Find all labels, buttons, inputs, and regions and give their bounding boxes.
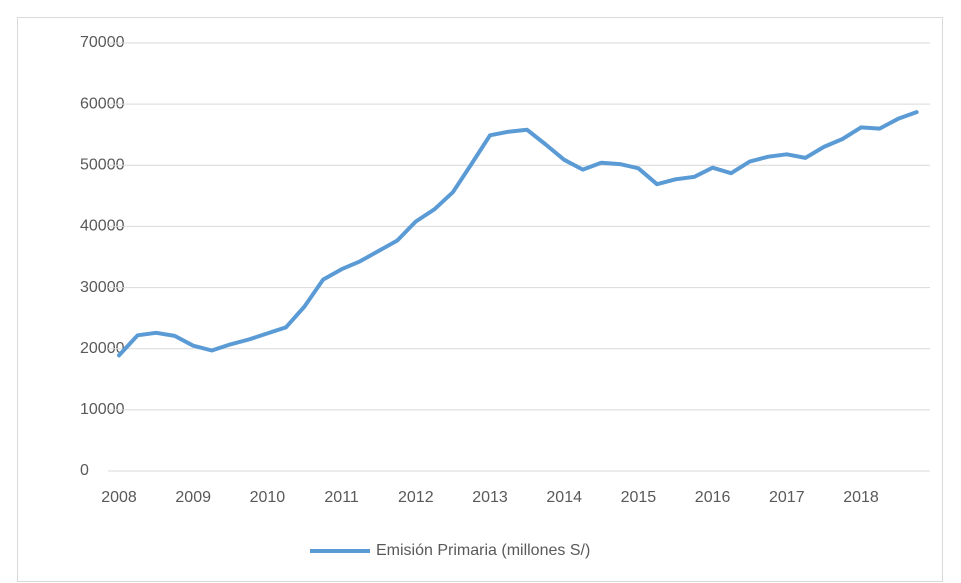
x-tick-label: 2009 <box>175 489 211 506</box>
y-tick-label: 10000 <box>80 401 125 418</box>
x-tick-label: 2013 <box>472 489 508 506</box>
x-tick-label: 2008 <box>101 489 137 506</box>
y-tick-label: 40000 <box>80 218 125 235</box>
y-tick-label: 0 <box>80 462 89 479</box>
x-tick-label: 2011 <box>324 489 359 506</box>
x-tick-label: 2014 <box>546 489 582 506</box>
x-tick-label: 2016 <box>695 489 731 506</box>
y-tick-label: 50000 <box>80 157 125 174</box>
legend-label: Emisión Primaria (millones S/) <box>376 542 590 559</box>
y-tick-label: 70000 <box>80 34 125 51</box>
data-line <box>117 110 919 358</box>
x-tick-label: 2015 <box>621 489 657 506</box>
y-tick-label: 20000 <box>80 340 125 357</box>
x-tick-label: 2010 <box>250 489 286 506</box>
x-tick-label: 2017 <box>769 489 805 506</box>
x-tick-label: 2018 <box>843 489 879 506</box>
y-tick-label: 30000 <box>80 279 125 296</box>
y-tick-label: 60000 <box>80 95 125 112</box>
chart-border <box>17 17 943 582</box>
x-tick-label: 2012 <box>398 489 434 506</box>
